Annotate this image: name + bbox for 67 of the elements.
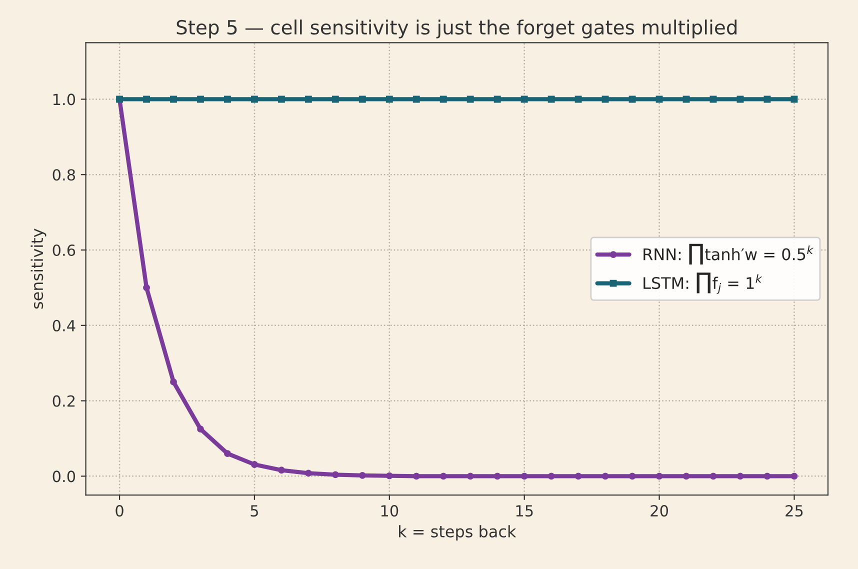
point [628, 96, 636, 103]
y-tick-label: 1.0 [53, 94, 76, 106]
point [790, 472, 798, 480]
chart-title: Step 5 — cell sensitivity is just the forget gates multiplied [176, 20, 736, 38]
point [251, 96, 258, 103]
point [466, 96, 474, 103]
point [574, 472, 582, 480]
x-tick-label: 20 [650, 505, 668, 517]
point [494, 96, 501, 103]
point [197, 426, 204, 433]
point [412, 96, 420, 103]
point [574, 96, 582, 103]
point [224, 450, 231, 458]
point [278, 466, 285, 474]
point [494, 472, 501, 480]
y-tick-label: 0.4 [52, 320, 76, 332]
point [197, 96, 204, 103]
x-tick-label: 5 [250, 505, 258, 517]
point [682, 96, 690, 103]
x-tick-label: 15 [516, 505, 533, 517]
point [656, 472, 663, 480]
point [332, 96, 339, 103]
point [358, 472, 366, 479]
x-axis-title: k = steps back [398, 525, 516, 541]
point [656, 96, 663, 103]
x-tick-label: 10 [381, 505, 398, 517]
x-tick-label: 0 [116, 505, 124, 517]
point [143, 96, 150, 103]
point [466, 472, 474, 480]
point [736, 96, 744, 103]
legend-label: LSTM: ∏f$_{j}$ = 1$^{k}$ [644, 272, 762, 294]
point [682, 472, 690, 480]
point [386, 96, 393, 103]
y-tick-label: 0.6 [52, 244, 76, 256]
point [520, 472, 528, 480]
y-tick-label: 0.0 [52, 470, 76, 482]
point [304, 96, 312, 103]
point [386, 472, 393, 480]
point [251, 461, 258, 468]
x-tick-label: 25 [786, 505, 803, 517]
point [710, 472, 717, 480]
point [440, 472, 447, 480]
legend-label: RNN: ∏tanh′w = 0.5$^{k}$ [644, 244, 814, 264]
y-tick-label: 0.8 [52, 169, 76, 181]
point [143, 284, 150, 292]
point [764, 472, 771, 480]
point [278, 96, 285, 103]
point [710, 96, 717, 103]
point [520, 96, 528, 103]
point [170, 378, 177, 386]
point [224, 96, 231, 103]
y-axis-title: sensitivity [30, 228, 46, 309]
y-tick-label: 0.2 [52, 395, 75, 407]
point [304, 470, 312, 477]
point [440, 96, 447, 103]
point [412, 472, 420, 480]
point [548, 472, 555, 480]
point [602, 96, 609, 103]
point [628, 472, 636, 480]
point [764, 96, 771, 103]
point [602, 472, 609, 480]
point [358, 96, 366, 103]
point [170, 96, 177, 103]
point [736, 472, 744, 480]
point [548, 96, 555, 103]
point [332, 471, 339, 478]
point [790, 96, 798, 103]
